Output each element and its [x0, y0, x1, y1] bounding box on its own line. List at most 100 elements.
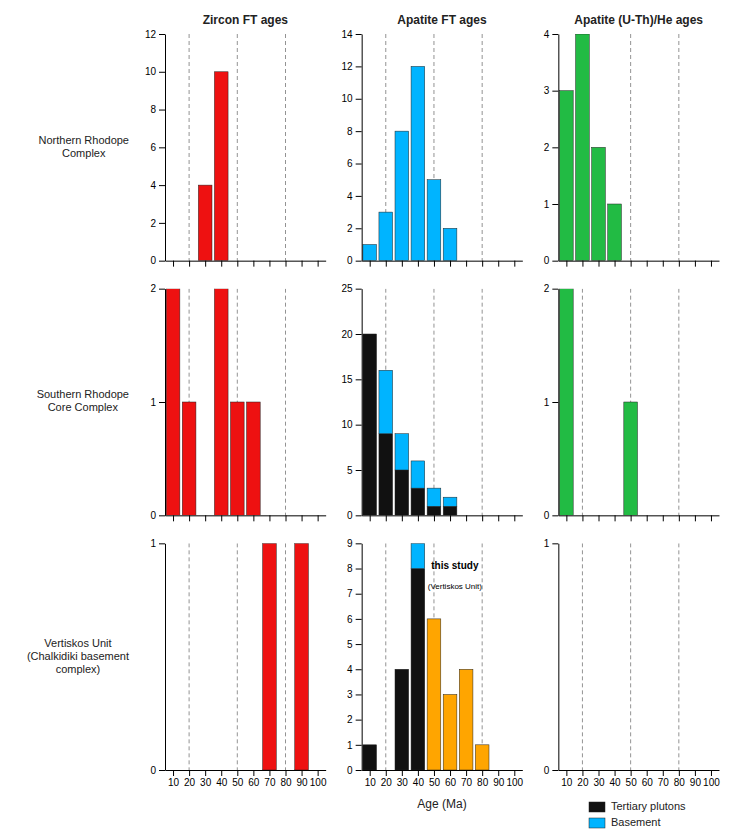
- bar: [363, 744, 377, 745]
- y-axis: 024681012: [145, 29, 166, 267]
- tick-label: 0: [150, 765, 156, 776]
- bar: [166, 289, 180, 516]
- bar-series: [363, 334, 457, 515]
- panel: 01234Apatite (U-Th)/He ages: [544, 13, 720, 267]
- tick-mark: [356, 470, 362, 471]
- tick-label: 90: [297, 777, 309, 788]
- tick-label: 6: [347, 158, 353, 169]
- bar: [560, 91, 574, 261]
- tick-label: 3: [544, 85, 550, 96]
- x-tick: [466, 515, 467, 521]
- bar: [411, 543, 425, 544]
- x-tick: [599, 261, 600, 267]
- tick-mark: [237, 261, 238, 267]
- plot-area: [189, 543, 308, 770]
- bar: [279, 770, 293, 771]
- reference-line: [482, 289, 483, 516]
- tick-mark: [402, 770, 403, 776]
- tick-mark: [418, 515, 419, 521]
- reference-line: [678, 543, 679, 770]
- x-tick: [205, 261, 206, 267]
- y-tick: 0: [150, 255, 165, 266]
- y-tick: 1: [150, 538, 165, 549]
- tick-label: 60: [248, 777, 260, 788]
- tick-label: 40: [610, 777, 622, 788]
- panel-title: Apatite (U-Th)/He ages: [574, 13, 703, 27]
- x-tick: 10: [561, 770, 573, 788]
- plot-area: [189, 34, 285, 261]
- y-axis: 0123456789: [347, 538, 362, 776]
- tick-mark: [552, 515, 558, 516]
- tick-mark: [552, 543, 558, 544]
- panel: 0123456789102030405060708090100Age (Ma)t…: [347, 538, 523, 811]
- tick-mark: [566, 770, 567, 776]
- tick-mark: [221, 261, 222, 267]
- reference-line: [385, 543, 386, 770]
- row-label-line: complex): [56, 663, 101, 675]
- legend: Tertiary plutonsBasement: [589, 800, 686, 828]
- bar: [411, 569, 425, 770]
- bar: [640, 770, 654, 771]
- tick-mark: [695, 261, 696, 267]
- x-axis: 102030405060708090100: [362, 770, 523, 788]
- panel-title: Apatite FT ages: [397, 13, 487, 27]
- bar: [411, 488, 425, 515]
- y-tick: 0: [544, 765, 559, 776]
- x-axis: [166, 515, 327, 521]
- bar: [608, 770, 622, 771]
- x-tick: [318, 261, 319, 267]
- tick-mark: [631, 770, 632, 776]
- bar: [230, 402, 244, 515]
- bar: [704, 770, 718, 771]
- tick-mark: [221, 770, 222, 776]
- y-tick: 10: [342, 419, 362, 430]
- tick-mark: [159, 261, 165, 262]
- tick-mark: [386, 770, 387, 776]
- tick-mark: [566, 261, 567, 267]
- axis-line: [362, 289, 363, 516]
- y-tick: 0: [347, 255, 362, 266]
- x-tick: [566, 515, 567, 521]
- bar: [507, 770, 521, 771]
- tick-mark: [711, 261, 712, 267]
- tick-mark: [302, 770, 303, 776]
- bar: [295, 515, 309, 516]
- tick-mark: [711, 515, 712, 521]
- tick-mark: [434, 261, 435, 267]
- bar: [459, 515, 473, 516]
- x-tick: [221, 515, 222, 521]
- tick-mark: [356, 261, 362, 262]
- tick-label: 80: [674, 777, 686, 788]
- tick-mark: [159, 515, 165, 516]
- tick-label: 1: [544, 538, 550, 549]
- bar: [395, 669, 409, 670]
- x-tick: [566, 261, 567, 267]
- y-tick: 4: [347, 664, 362, 675]
- tick-mark: [386, 515, 387, 521]
- panel: 024681012Zircon FT agesNorthern RhodopeC…: [38, 13, 326, 267]
- bar: [411, 461, 425, 488]
- tick-label: 10: [342, 93, 354, 104]
- y-tick: 1: [150, 397, 165, 408]
- x-tick: 100: [310, 770, 327, 788]
- bar: [395, 434, 409, 470]
- x-tick: [221, 261, 222, 267]
- tick-mark: [159, 110, 165, 111]
- annotation: (Vertiskos Unit): [428, 582, 483, 591]
- tick-label: 0: [347, 510, 353, 521]
- bar: [656, 770, 670, 771]
- bar: [475, 260, 489, 261]
- tick-mark: [356, 669, 362, 670]
- bar: [459, 669, 473, 770]
- figure: 024681012Zircon FT agesNorthern RhodopeC…: [0, 0, 729, 840]
- tick-mark: [356, 66, 362, 67]
- legend-swatch: [589, 802, 605, 812]
- tick-mark: [205, 515, 206, 521]
- x-axis: [166, 261, 327, 267]
- y-tick: 25: [342, 283, 362, 294]
- x-axis: [559, 515, 720, 521]
- tick-mark: [418, 770, 419, 776]
- tick-mark: [302, 261, 303, 267]
- bar: [507, 515, 521, 516]
- panel-title: Zircon FT ages: [203, 13, 289, 27]
